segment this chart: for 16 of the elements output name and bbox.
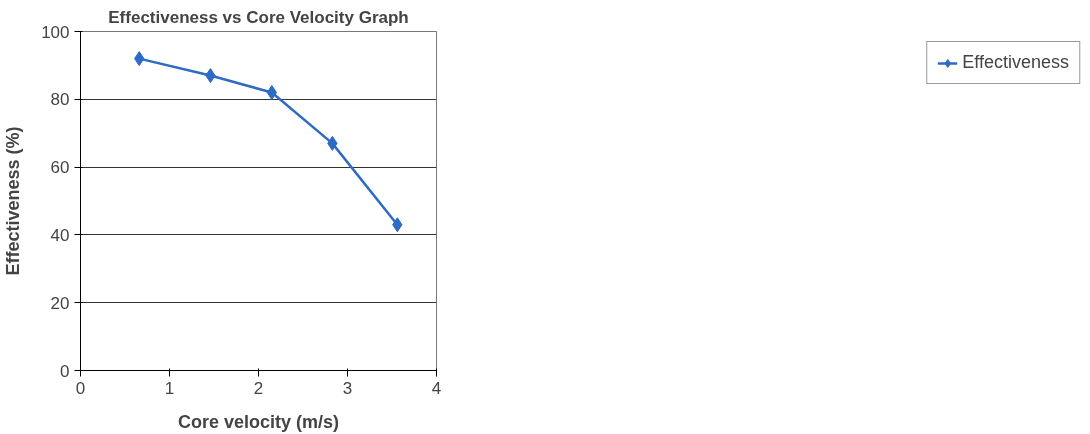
y-tick-label: 40 [50,225,70,245]
y-tick-label: 0 [60,361,70,381]
legend-label: Effectiveness [962,52,1069,73]
y-tick-label: 100 [41,22,70,42]
x-axis-title: Core velocity (m/s) [177,411,340,432]
point [266,85,278,101]
x-tick-label: 1 [164,378,175,398]
x-tick-label: 0 [75,378,86,398]
x-tick-label: 2 [253,378,264,398]
y-axis-title: Effectiveness (%) [3,126,24,276]
y-tick-label: 20 [50,293,70,313]
x-tick-label: 3 [342,378,353,398]
y-tick-label: 60 [50,158,70,178]
chart-title: Effectiveness vs Core Velocity Graph [108,7,409,27]
y-tick-label: 80 [50,90,70,110]
x-tick-label: 4 [431,378,442,398]
